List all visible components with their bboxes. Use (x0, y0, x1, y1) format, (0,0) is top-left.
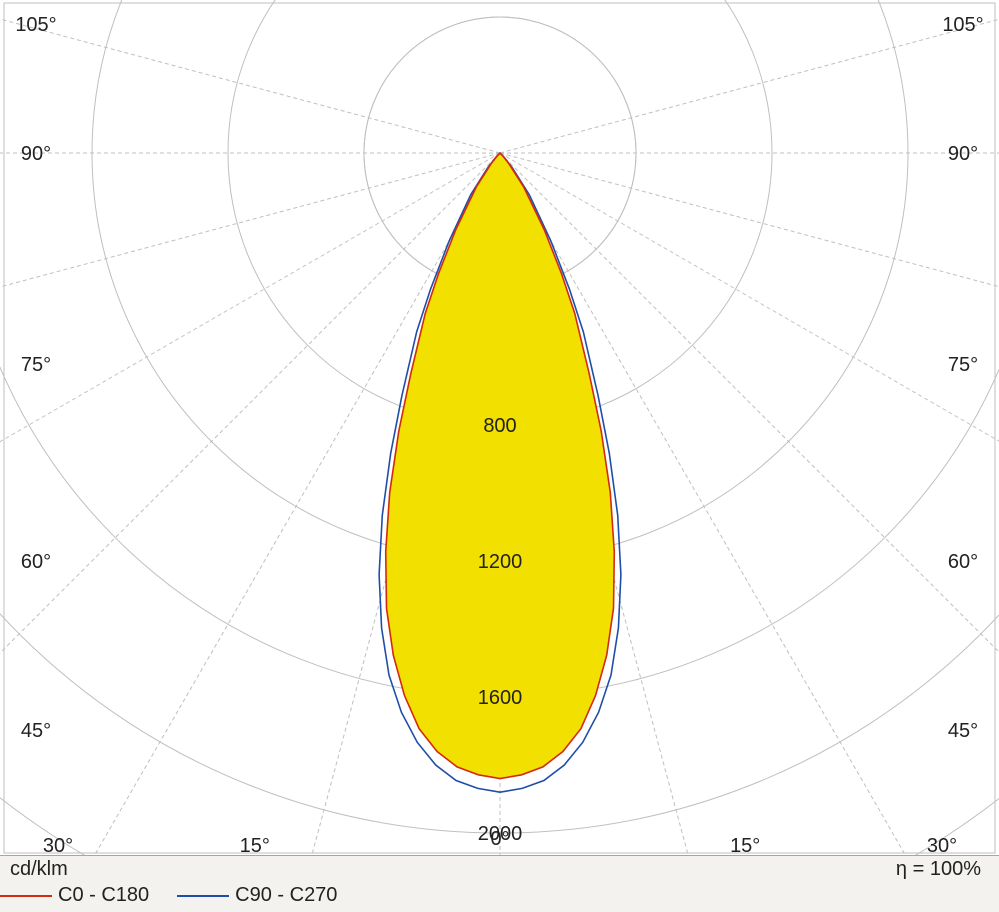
svg-text:60°: 60° (948, 551, 978, 573)
svg-text:15°: 15° (240, 835, 270, 856)
svg-text:800: 800 (483, 415, 516, 437)
eta-label: η = 100% (896, 858, 981, 881)
polar-svg: 800120016002000105°105°90°90°75°75°60°60… (0, 0, 999, 856)
svg-text:105°: 105° (942, 14, 983, 36)
svg-text:75°: 75° (21, 354, 51, 376)
svg-text:30°: 30° (43, 835, 73, 856)
unit-label: cd/klm (10, 858, 68, 881)
legend-swatch-c90 (177, 895, 229, 897)
legend-items: C0 - C180 C90 - C270 (0, 884, 337, 907)
legend-item-c0: C0 - C180 (0, 884, 149, 907)
svg-text:90°: 90° (948, 143, 978, 165)
legend-label-c90: C90 - C270 (235, 884, 337, 907)
svg-text:75°: 75° (948, 354, 978, 376)
svg-text:0°: 0° (490, 828, 509, 850)
legend-label-c0: C0 - C180 (58, 884, 149, 907)
svg-text:105°: 105° (15, 14, 56, 36)
legend-item-c90: C90 - C270 (177, 884, 337, 907)
svg-text:45°: 45° (948, 720, 978, 742)
legend-bar: cd/klm η = 100% C0 - C180 C90 - C270 (0, 855, 999, 912)
svg-text:90°: 90° (21, 143, 51, 165)
svg-text:45°: 45° (21, 720, 51, 742)
polar-chart: 800120016002000105°105°90°90°75°75°60°60… (0, 0, 999, 912)
svg-text:1200: 1200 (478, 551, 523, 573)
svg-text:60°: 60° (21, 551, 51, 573)
svg-text:30°: 30° (927, 835, 957, 856)
svg-text:1600: 1600 (478, 687, 523, 709)
svg-text:15°: 15° (730, 835, 760, 856)
legend-swatch-c0 (0, 895, 52, 897)
